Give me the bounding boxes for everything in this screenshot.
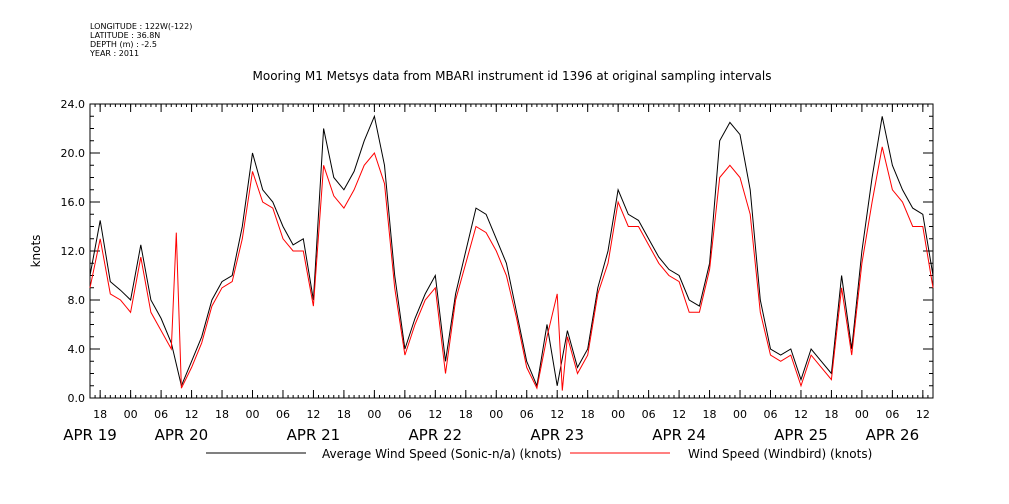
x-tick-label: 12 (672, 408, 686, 421)
x-day-label: APR 25 (774, 426, 828, 444)
x-day-label: APR 24 (652, 426, 706, 444)
y-tick-label: 24.0 (61, 98, 86, 111)
x-tick-label: 18 (581, 408, 595, 421)
x-tick-label: 06 (154, 408, 168, 421)
chart-title: Mooring M1 Metsys data from MBARI instru… (253, 69, 772, 83)
metadata-longitude: LONGITUDE : 122W(-122) (90, 22, 193, 31)
x-tick-label: 00 (246, 408, 260, 421)
x-tick-label: 18 (337, 408, 351, 421)
x-tick-label: 06 (642, 408, 656, 421)
x-day-label: APR 23 (530, 426, 584, 444)
x-tick-label: 00 (733, 408, 747, 421)
legend-label-windbird: Wind Speed (Windbird) (knots) (688, 447, 872, 461)
y-tick-label: 12.0 (61, 245, 86, 258)
metadata-year: YEAR : 2011 (90, 49, 140, 58)
series-line-average-wind-speed (89, 114, 934, 388)
x-tick-label: 06 (276, 408, 290, 421)
y-tick-label: 16.0 (61, 196, 86, 209)
series-layer (89, 114, 934, 391)
x-tick-label: 00 (489, 408, 503, 421)
metadata-depth: DEPTH (m) : -2.5 (90, 40, 157, 49)
x-tick-label: 00 (367, 408, 381, 421)
x-tick-label: 12 (306, 408, 320, 421)
y-tick-label: 4.0 (68, 343, 86, 356)
x-tick-label: 18 (459, 408, 473, 421)
x-tick-label: 18 (215, 408, 229, 421)
metadata-latitude: LATITUDE : 36.8N (90, 31, 161, 40)
x-tick-label: 18 (703, 408, 717, 421)
x-tick-label: 12 (550, 408, 564, 421)
y-axis-label: knots (29, 235, 43, 268)
x-tick-label: 00 (124, 408, 138, 421)
x-tick-label: 12 (794, 408, 808, 421)
x-tick-label: 12 (428, 408, 442, 421)
x-day-label: APR 19 (63, 426, 117, 444)
x-tick-label: 18 (93, 408, 107, 421)
x-day-label: APR 22 (409, 426, 463, 444)
x-tick-label: 12 (185, 408, 199, 421)
x-tick-label: 06 (763, 408, 777, 421)
x-day-label: APR 21 (287, 426, 341, 444)
x-tick-label: 06 (885, 408, 899, 421)
legend: Average Wind Speed (Sonic-n/a) (knots) W… (206, 447, 872, 461)
x-tick-label: 18 (824, 408, 838, 421)
x-day-label: APR 20 (155, 426, 209, 444)
x-tick-label: 00 (611, 408, 625, 421)
x-day-label: APR 26 (866, 426, 920, 444)
legend-label-average-wind-speed: Average Wind Speed (Sonic-n/a) (knots) (322, 447, 562, 461)
axis-ticks: 0.0 4.0 8.0 12.0 16.0 20.0 24.0 18 00 06 12 18 00 06 1… (61, 98, 934, 444)
y-tick-label: 20.0 (61, 147, 86, 160)
plot-frame (89, 103, 934, 399)
x-tick-label: 12 (916, 408, 930, 421)
x-tick-label: 06 (520, 408, 534, 421)
y-tick-label: 8.0 (68, 294, 86, 307)
y-tick-label: 0.0 (68, 392, 86, 405)
series-line-windbird (89, 146, 934, 391)
x-tick-label: 06 (398, 408, 412, 421)
x-tick-label: 00 (855, 408, 869, 421)
